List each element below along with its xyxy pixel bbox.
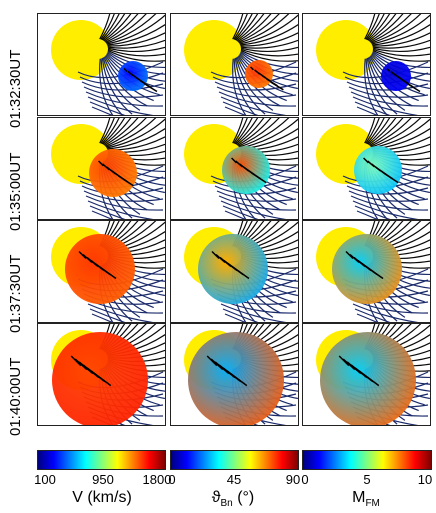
- cbar2-label: ϑBn (°): [211, 489, 255, 510]
- shock-surface: [354, 146, 402, 194]
- panel-row1-col2: [170, 13, 299, 116]
- panel-row4-col3: [302, 323, 431, 426]
- row-label-4: 01:40:00UT: [7, 357, 24, 436]
- panel-row2-col2: [170, 117, 299, 220]
- cbar1-tick-max: 1800: [142, 472, 172, 487]
- shock-surface: [198, 234, 268, 304]
- cbar1-tick-mid: 950: [92, 472, 114, 487]
- panel-row3-col3: [302, 220, 431, 323]
- cbar1-tick-min: 100: [34, 472, 56, 487]
- sun-disk: [316, 20, 376, 80]
- cbar3-tick-mid: 5: [363, 472, 371, 487]
- row-label-1: 01:32:30UT: [7, 49, 24, 128]
- shock-surface: [188, 332, 284, 425]
- panel-row4-col1: [37, 323, 166, 426]
- panel-row3-col2: [170, 220, 299, 323]
- shock-surface: [52, 332, 148, 425]
- shock-surface: [222, 146, 270, 194]
- panel-row2-col1: [37, 117, 166, 220]
- sun-disk: [184, 20, 244, 80]
- cbar1-label: V (km/s): [72, 489, 132, 506]
- panel-row1-col3: [302, 13, 431, 116]
- sun-disk: [51, 20, 111, 80]
- cbar3-tick-max: 10: [417, 472, 433, 487]
- cbar2-tick-min: 0: [168, 472, 176, 487]
- row-label-3: 01:37:30UT: [7, 254, 24, 333]
- colorbar-theta-bn: [170, 450, 299, 470]
- panel-row2-col3: [302, 117, 431, 220]
- cbar3-tick-min: 0: [301, 472, 309, 487]
- shock-surface: [332, 234, 402, 304]
- panel-row3-col1: [37, 220, 166, 323]
- shock-surface: [320, 332, 416, 425]
- panel-row4-col2: [170, 323, 299, 426]
- field-lines: [77, 14, 165, 115]
- colorbar-mach: [302, 450, 432, 470]
- cbar2-tick-mid: 45: [226, 472, 242, 487]
- shock-surface: [65, 234, 135, 304]
- cbar2-tick-max: 90: [285, 472, 301, 487]
- shock-surface: [89, 149, 137, 197]
- colorbar-velocity: [37, 450, 166, 470]
- row-label-2: 01:35:00UT: [7, 152, 24, 231]
- panel-row1-col1: [37, 13, 166, 116]
- cbar3-label: MFM: [352, 489, 380, 510]
